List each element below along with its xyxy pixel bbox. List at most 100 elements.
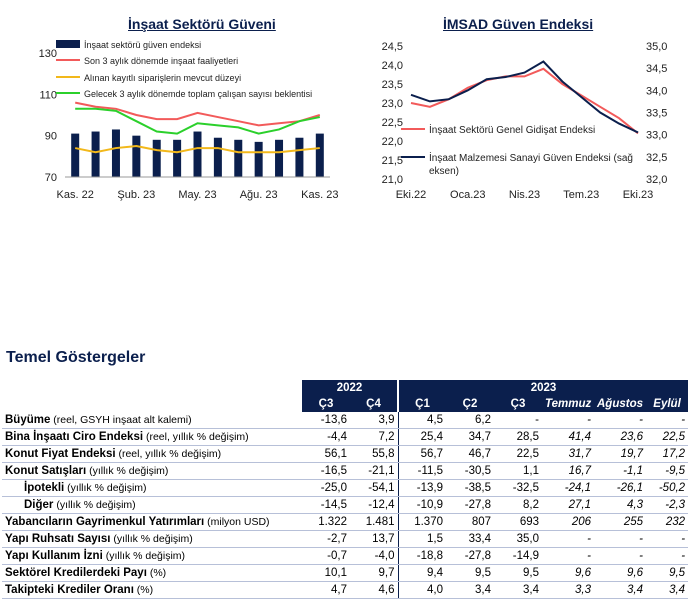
table-cell: 6,2	[446, 412, 494, 429]
row-label-name: Konut Fiyat Endeksi	[5, 448, 116, 460]
month-header: Eylül	[646, 396, 689, 412]
row-label-name: Bina İnşaatı Ciro Endeksi	[5, 431, 144, 443]
table-cell: 4,3	[594, 496, 646, 514]
row-label-name: Sektörel Kredilerdeki Payı	[5, 567, 147, 579]
row-label: Konut Fiyat Endeksi (reel, yıllık % deği…	[2, 445, 302, 463]
table-cell: -27,8	[446, 496, 494, 514]
imsad-confidence-chart: 24,5 24,0 23,5 23,0 22,5 22,0 21,5 21,0 35,0 34,5…	[382, 41, 668, 201]
row-label-unit: (yıllık % değişim)	[64, 482, 147, 494]
table-cell: -14,5	[302, 496, 350, 514]
table-cell: 56,7	[397, 445, 446, 463]
y-left-tick-label: 23,5	[382, 79, 403, 91]
table-cell: -	[594, 530, 646, 548]
table-cell: 9,6	[542, 564, 594, 582]
table-cell: 22,5	[646, 428, 689, 446]
series-line	[410, 60, 639, 134]
row-label: Büyüme (reel, GSYH inşaat alt kalemi)	[2, 412, 302, 429]
table-cell: 1,1	[494, 462, 542, 480]
table-row: Sektörel Kredilerdeki Payı (%) 10,1 9,7 9,4…	[2, 564, 689, 582]
quarter-header: Ç1	[397, 396, 446, 412]
table-row: Konut Satışları (yıllık % değişim) -16,5-…	[2, 462, 689, 480]
table-cell: 22,5	[494, 445, 542, 463]
month-header: Temmuz	[542, 396, 594, 412]
chart-bar	[234, 139, 243, 177]
table-cell: 9,5	[446, 564, 494, 582]
legend-label: Alınan kayıtlı siparişlerin mevcut düzey…	[84, 73, 241, 83]
month-header: Ağustos	[594, 396, 646, 412]
right-chart-title: İMSAD Güven Endeksi	[443, 16, 594, 32]
x-tick-label: Eki.23	[623, 189, 654, 201]
table-cell: -30,5	[446, 462, 494, 480]
x-tick-label: Nis.23	[509, 189, 540, 201]
table-cell: -27,8	[446, 547, 494, 565]
row-label: Sektörel Kredilerdeki Payı (%)	[2, 564, 302, 582]
table-cell: 34,7	[446, 428, 494, 446]
y-right-tick-label: 35,0	[646, 41, 667, 53]
row-label-name: Diğer	[24, 499, 54, 511]
legend-label: Gelecek 3 aylık dönemde toplam çalışan s…	[84, 89, 312, 99]
table-cell: -9,5	[646, 462, 689, 480]
table-cell: 3,4	[646, 581, 689, 599]
table-cell: 206	[542, 513, 594, 531]
table-cell: 13,7	[350, 530, 398, 548]
table-cell: 1.322	[302, 513, 350, 531]
table-cell: 4,7	[302, 581, 350, 599]
table-cell: 7,2	[350, 428, 398, 446]
y-left-tick-label: 22,5	[382, 117, 403, 129]
table-cell: -54,1	[350, 479, 398, 497]
chart-bar	[213, 137, 222, 177]
table-cell: 4,0	[397, 581, 446, 599]
row-label-unit: (yıllık % değişim)	[86, 465, 169, 477]
legend-label: İnşaat sektörü güven endeksi	[84, 40, 201, 50]
table-cell: 25,4	[397, 428, 446, 446]
table-row: Konut Fiyat Endeksi (reel, yıllık % deği…	[2, 445, 689, 463]
row-label: Konut Satışları (yıllık % değişim)	[2, 462, 302, 480]
table-cell: 3,4	[594, 581, 646, 599]
chart-bar	[132, 135, 141, 177]
legend-label-line: İnşaat Malzemesi Sanayi Güven Endeksi (s…	[429, 151, 633, 164]
table-cell: -32,5	[494, 479, 542, 497]
table-cell: -2,7	[302, 530, 350, 548]
table-cell: -18,8	[397, 547, 446, 565]
chart-bar	[71, 133, 80, 177]
table-cell: 9,5	[494, 564, 542, 582]
x-tick-label: Eki.22	[396, 189, 427, 201]
x-tick-label: Kas. 23	[301, 189, 338, 201]
table-row: Büyüme (reel, GSYH inşaat alt kalemi) -13…	[2, 412, 689, 429]
quarter-header-row: Ç3 Ç4 Ç1 Ç2 Ç3 Temmuz Ağustos Eylül	[2, 396, 689, 412]
table-cell: 27,1	[542, 496, 594, 514]
table-cell: 46,7	[446, 445, 494, 463]
table-cell: 31,7	[542, 445, 594, 463]
y-tick-label: 110	[39, 89, 57, 101]
table-cell: 232	[646, 513, 689, 531]
row-label-unit: (milyon USD)	[204, 516, 270, 528]
y-right-tick-label: 32,0	[646, 174, 667, 186]
table-cell: 56,1	[302, 445, 350, 463]
chart-bar	[152, 139, 161, 177]
table-cell: 9,7	[350, 564, 398, 582]
table-cell: 4,5	[397, 412, 446, 429]
chart-bar	[275, 139, 284, 177]
row-label-unit: (reel, yıllık % değişim)	[115, 448, 222, 460]
table-cell: -4,4	[302, 428, 350, 446]
table-cell: -38,5	[446, 479, 494, 497]
row-label-name: Konut Satışları	[5, 465, 87, 477]
row-label-name: Büyüme	[5, 414, 51, 426]
table-cell: 3,3	[542, 581, 594, 599]
y-right-tick-label: 33,0	[646, 130, 667, 142]
x-tick-label: Kas. 22	[57, 189, 94, 201]
table-cell: -	[594, 547, 646, 565]
table-cell: -13,6	[302, 412, 350, 429]
table-cell: 9,6	[594, 564, 646, 582]
legend-label: İnşaat Malzemesi Sanayi Güven Endeksi (s…	[429, 151, 633, 177]
section-title: Temel Göstergeler	[6, 349, 146, 366]
table-cell: -	[646, 412, 689, 429]
table-cell: -4,0	[350, 547, 398, 565]
row-label-unit: (%)	[133, 584, 154, 596]
row-label: Yabancıların Gayrimenkul Yatırımları (mi…	[2, 513, 302, 531]
row-label-name: Yapı Kullanım İzni	[5, 550, 103, 562]
table-cell: 10,1	[302, 564, 350, 582]
table-cell: -14,9	[494, 547, 542, 565]
legend-label-line: eksen)	[429, 166, 459, 177]
quarter-header: Ç2	[446, 396, 494, 412]
